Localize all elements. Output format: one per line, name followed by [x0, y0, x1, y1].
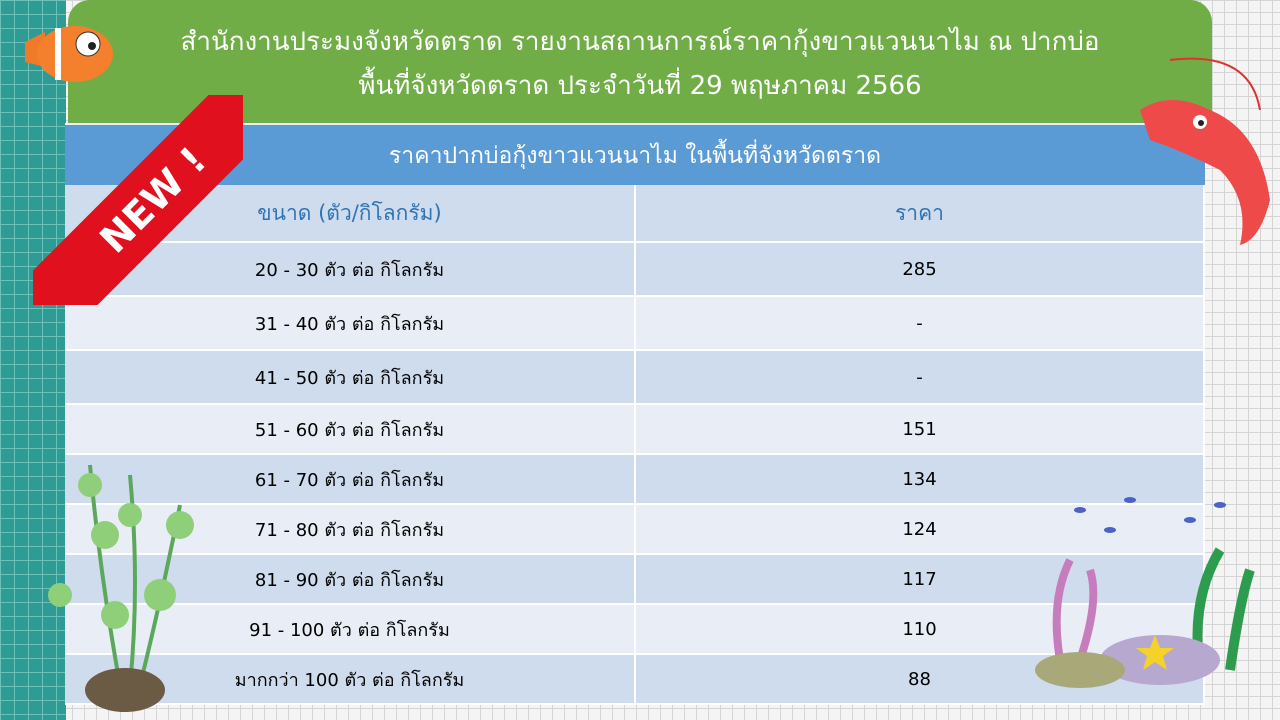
price-cell: 151 — [635, 404, 1205, 455]
size-cell: 61 - 70 ตัว ต่อ กิโลกรัม — [65, 454, 636, 505]
price-table: ขนาด (ตัว/กิโลกรัม) ราคา 20 - 30 ตัว ต่อ… — [65, 185, 1205, 705]
table-row: 71 - 80 ตัว ต่อ กิโลกรัม 124 — [65, 504, 1205, 555]
price-cell: 134 — [635, 454, 1205, 505]
coral-reef-icon — [1035, 497, 1255, 688]
seaweed-plant-icon — [48, 464, 194, 712]
price-cell: - — [635, 296, 1205, 351]
size-cell: 31 - 40 ตัว ต่อ กิโลกรัม — [65, 296, 636, 351]
size-cell: 41 - 50 ตัว ต่อ กิโลกรัม — [65, 350, 636, 405]
table-row: 61 - 70 ตัว ต่อ กิโลกรัม 134 — [65, 454, 1205, 505]
new-ribbon-badge: NEW ! — [33, 95, 243, 305]
price-cell: 117 — [635, 554, 1205, 605]
table-row: 51 - 60 ตัว ต่อ กิโลกรัม 151 — [65, 404, 1205, 455]
size-cell: มากกว่า 100 ตัว ต่อ กิโลกรัม — [65, 654, 636, 705]
price-cell: 110 — [635, 604, 1205, 655]
table-row: 91 - 100 ตัว ต่อ กิโลกรัม 110 — [65, 604, 1205, 655]
column-header-price: ราคา — [635, 185, 1205, 243]
price-cell: 124 — [635, 504, 1205, 555]
size-cell: 20 - 30 ตัว ต่อ กิโลกรัม — [65, 242, 636, 297]
price-cell: - — [635, 350, 1205, 405]
page-title-line1: สำนักงานประมงจังหวัดตราด รายงานสถานการณ์… — [180, 27, 1100, 57]
table-row: 20 - 30 ตัว ต่อ กิโลกรัม 285 — [65, 242, 1205, 297]
page-header: สำนักงานประมงจังหวัดตราด รายงานสถานการณ์… — [68, 0, 1212, 124]
price-cell: 285 — [635, 242, 1205, 297]
new-badge-text: NEW ! — [33, 95, 243, 305]
clownfish-icon — [25, 26, 113, 82]
page-title-line2: พื้นที่จังหวัดตราด ประจำวันที่ 29 พฤษภาค… — [358, 71, 922, 101]
size-cell: 51 - 60 ตัว ต่อ กิโลกรัม — [65, 404, 636, 455]
table-row: 41 - 50 ตัว ต่อ กิโลกรัม - — [65, 350, 1205, 405]
shrimp-icon — [1140, 57, 1270, 245]
table-row: 31 - 40 ตัว ต่อ กิโลกรัม - — [65, 296, 1205, 351]
table-title: ราคาปากบ่อกุ้งขาวแวนนาไม ในพื้นที่จังหวั… — [65, 123, 1205, 185]
size-cell: 91 - 100 ตัว ต่อ กิโลกรัม — [65, 604, 636, 655]
background-teal-panel — [0, 0, 66, 720]
size-cell: 71 - 80 ตัว ต่อ กิโลกรัม — [65, 504, 636, 555]
